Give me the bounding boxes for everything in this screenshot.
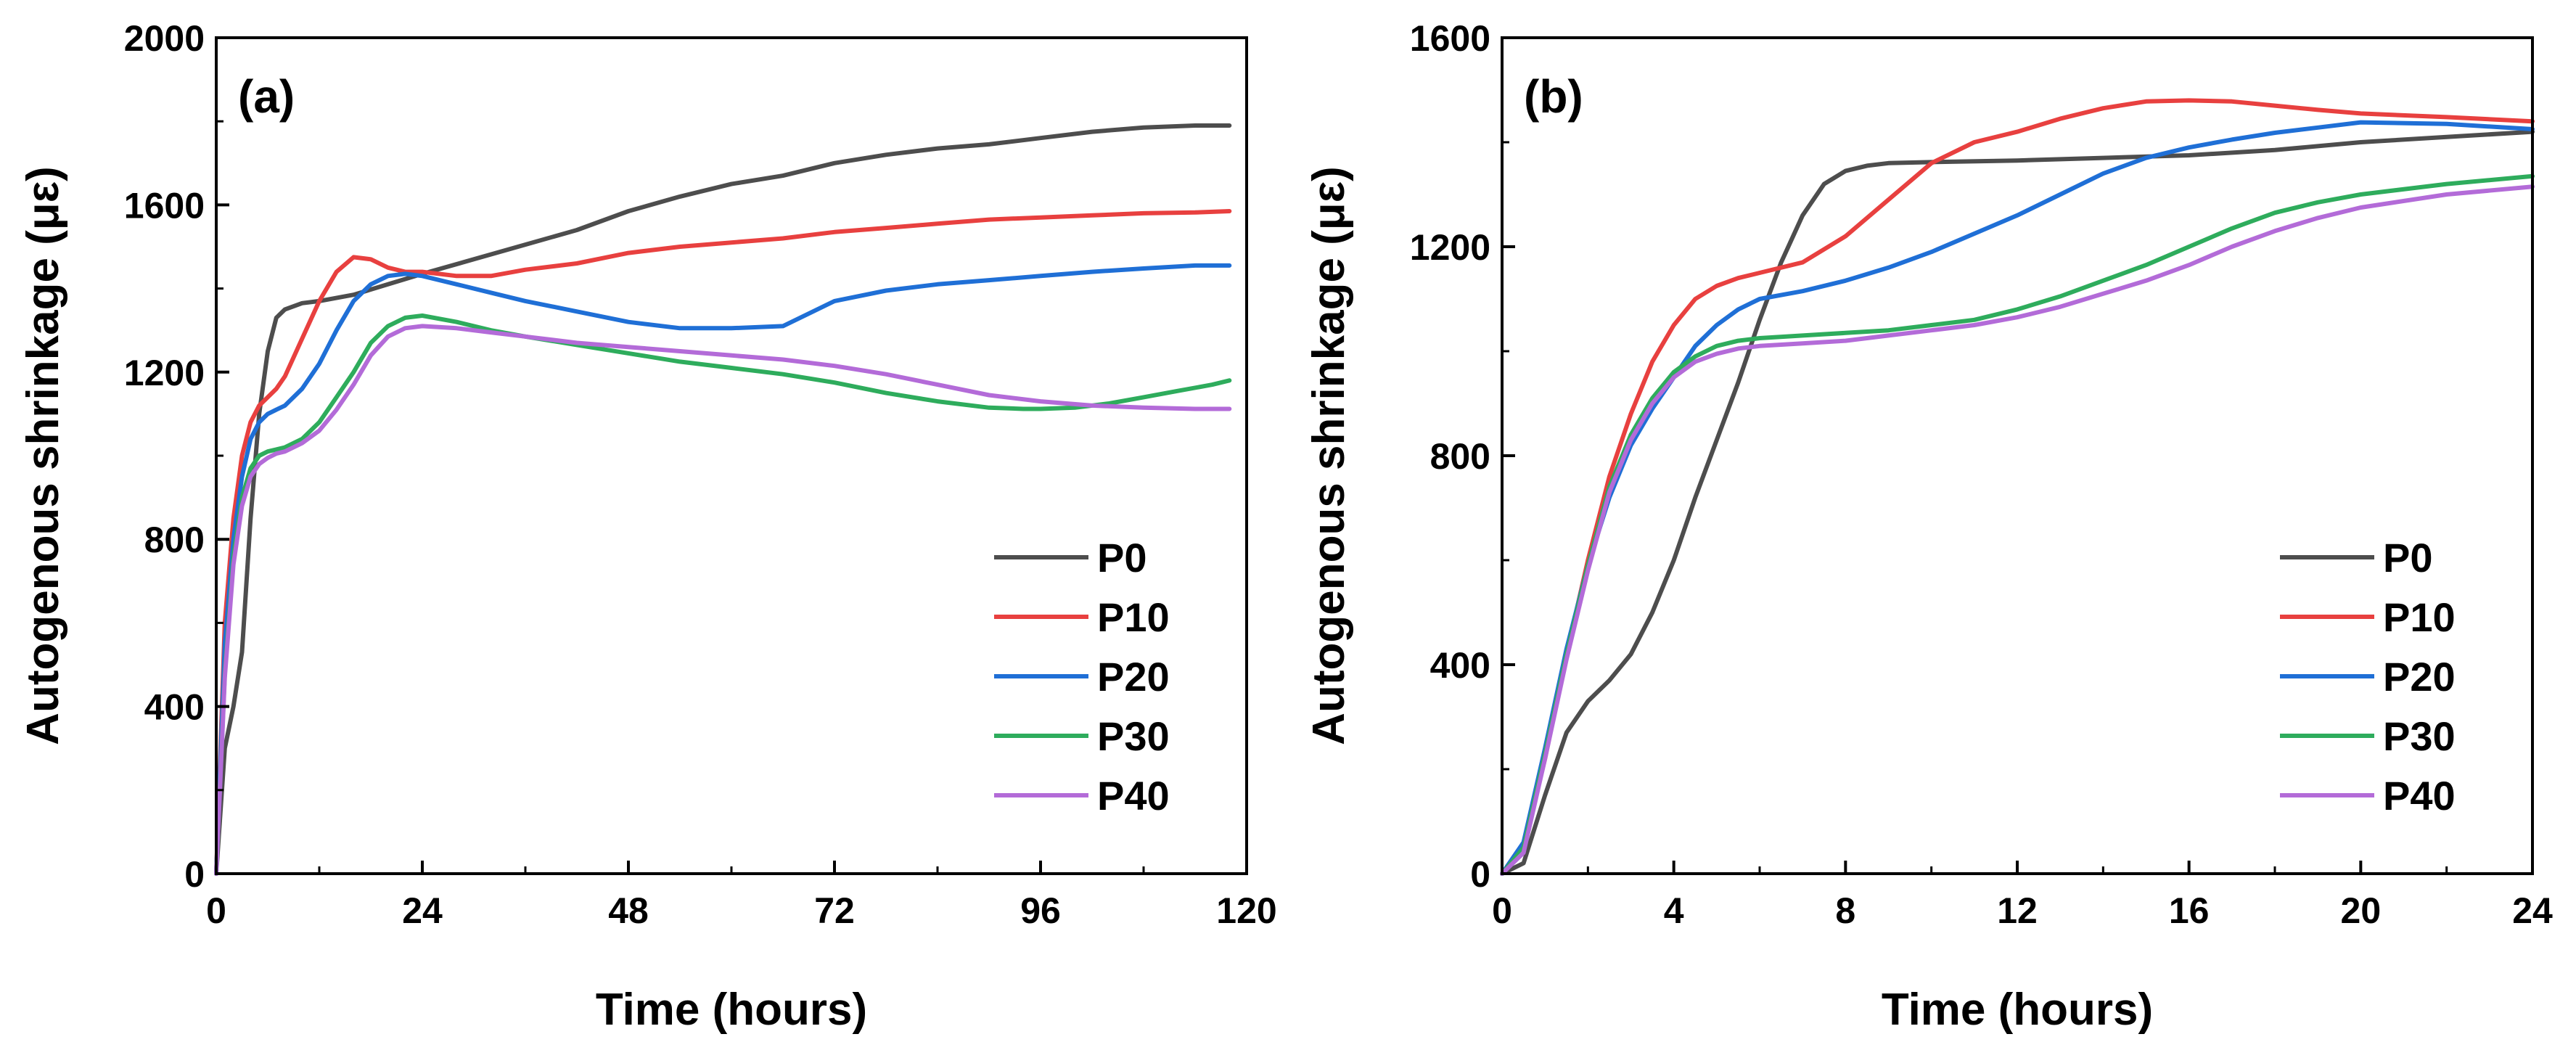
panel-b-series-line-p40 [1500,184,2535,876]
panel-b-x-tick-label: 8 [1835,890,1855,931]
panel-a-y-tick-label: 1200 [124,353,205,393]
panel-a-series-line-p10 [214,209,1232,876]
panel-a-y-axis-title: Autogenous shrinkage (με) [18,166,68,745]
panel-a-y-tick-label: 1600 [124,185,205,226]
panel-b-x-tick-label: 16 [2169,890,2210,931]
panel-a-legend-label-p10: P10 [1097,594,1170,640]
panel-a-series-line-p0 [214,123,1232,876]
panel-a-series-line-p40 [214,324,1232,876]
panel-a-x-tick-label: 0 [206,890,226,931]
panel-b-legend: P0 P10 P20 P30 P40 [2280,535,2456,819]
panel-a-label: (a) [238,70,295,123]
panel-b-legend-label-p30: P30 [2383,713,2456,759]
panel-b-x-tick-label: 4 [1664,890,1684,931]
panel-b-label: (b) [1524,70,1583,123]
panel-b-x-tick-label: 0 [1492,890,1512,931]
panel-a-y-tick-label: 2000 [124,18,205,59]
panel-a-y-tick-label: 0 [184,854,205,895]
panel-a-legend-label-p20: P20 [1097,654,1170,700]
panel-a-series-line-p30 [214,313,1232,876]
panel-b-x-tick-label: 20 [2341,890,2382,931]
panel-b-series-line-p20 [1500,120,2535,876]
panel-b-x-tick-label: 12 [1997,890,2038,931]
panel-b-y-axis-title: Autogenous shrinkage (με) [1304,166,1354,745]
panel-b-y-tick-label: 1200 [1410,227,1490,268]
panel-b: 0 4 8 12 16 20 24 0 400 800 1200 1600 (b) Time (hou… [1304,18,2553,1035]
panel-a-legend-label-p30: P30 [1097,713,1170,759]
panel-b-legend-label-p0: P0 [2383,535,2433,581]
panel-a-series-line-p20 [214,263,1232,876]
panel-a-legend: P0 P10 P20 P30 P40 [994,535,1170,819]
panel-b-lines [1500,98,2535,876]
panel-a-x-tick-label: 120 [1216,890,1276,931]
panel-b-series-line-p30 [1500,173,2535,876]
panel-a-x-tick-label: 24 [402,890,443,931]
panel-a-x-axis-title: Time (hours) [596,985,867,1035]
panel-b-series-line-p0 [1500,129,2535,876]
panel-b-plot-frame [1501,36,2534,875]
panel-b-y-tick-label: 400 [1430,645,1490,686]
panel-a-x-tick-label: 48 [608,890,649,931]
panel-a-legend-label-p0: P0 [1097,535,1147,581]
panel-b-legend-label-p20: P20 [2383,654,2456,700]
panel-a-x-tick-label: 72 [814,890,855,931]
panel-b-legend-label-p40: P40 [2383,773,2456,819]
panel-b-ticks: 0 4 8 12 16 20 24 0 400 800 1200 1600 [1410,18,2553,931]
panel-b-series-line-p10 [1500,98,2535,876]
panel-b-x-tick-label: 24 [2512,890,2553,931]
panel-a-x-tick-label: 96 [1020,890,1061,931]
panel-b-y-tick-label: 0 [1470,854,1490,895]
panel-a-plot-frame [215,36,1248,875]
panel-a-y-tick-label: 400 [144,687,205,728]
panel-a-legend-label-p40: P40 [1097,773,1170,819]
panel-b-y-tick-label: 1600 [1410,18,1490,59]
panel-a-y-tick-label: 800 [144,520,205,560]
panel-b-legend-label-p10: P10 [2383,594,2456,640]
panel-a-lines [214,123,1232,876]
panel-b-y-tick-label: 800 [1430,436,1490,477]
panel-b-x-axis-title: Time (hours) [1882,985,2153,1035]
